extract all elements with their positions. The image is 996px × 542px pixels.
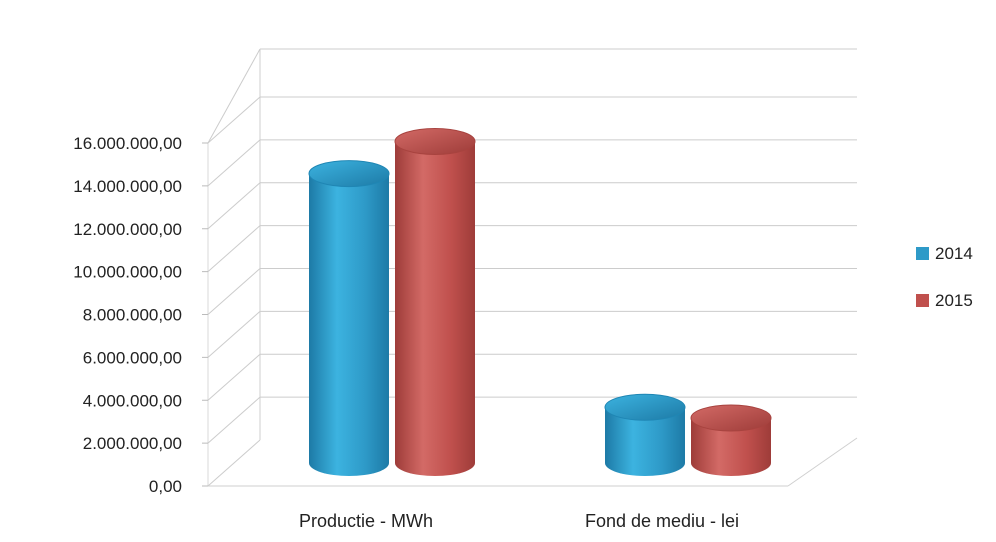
bars: [308, 127, 772, 476]
gridline-diagonal: [207, 311, 261, 358]
gridline-diagonal: [207, 396, 261, 444]
bar-top: [604, 393, 686, 421]
legend: 2014 2015: [916, 244, 973, 310]
gridline-diagonal: [207, 353, 261, 401]
gridline-diagonal: [207, 96, 261, 144]
x-tick-label: Fond de mediu - lei: [585, 511, 739, 531]
legend-label: 2015: [935, 291, 973, 310]
legend-swatch: [916, 294, 929, 307]
y-tick-label: 10.000.000,00: [73, 263, 182, 282]
gridline-diagonal: [207, 139, 261, 187]
gridline-diagonal: [207, 225, 261, 272]
bar-top: [690, 404, 772, 432]
bar-top: [308, 160, 390, 188]
x-axis: Productie - MWh Fond de mediu - lei: [299, 511, 739, 531]
y-tick-label: 14.000.000,00: [73, 177, 182, 196]
bar-body: [605, 407, 685, 476]
y-tick-label: 16.000.000,00: [73, 134, 182, 153]
y-tick-label: 4.000.000,00: [83, 391, 182, 410]
bar-2014-1: [604, 393, 686, 476]
y-tick-label: 12.000.000,00: [73, 220, 182, 239]
bar-top: [394, 127, 476, 155]
y-tick-label: 8.000.000,00: [83, 306, 182, 325]
x-tick-label: Productie - MWh: [299, 511, 433, 531]
bar-body: [309, 173, 389, 476]
bar-body: [395, 141, 475, 476]
floor-right-edge: [787, 437, 858, 487]
gridline-diagonal: [207, 268, 261, 315]
y-tick-label: 2.000.000,00: [83, 434, 182, 453]
y-tick-label: 0,00: [149, 477, 182, 496]
bar-2014-0: [308, 160, 390, 476]
legend-swatch: [916, 247, 929, 260]
gridline-diagonal: [207, 48, 261, 144]
bar-2015-1: [690, 404, 772, 476]
bar-2015-0: [394, 127, 476, 476]
y-axis: 0,00 2.000.000,00 4.000.000,00 6.000.000,00…: [73, 134, 208, 496]
gridline-diagonal: [207, 182, 261, 230]
y-tick-label: 6.000.000,00: [83, 348, 182, 367]
gridline-diagonal: [207, 439, 261, 487]
bar-body: [691, 417, 771, 476]
legend-label: 2014: [935, 244, 973, 263]
